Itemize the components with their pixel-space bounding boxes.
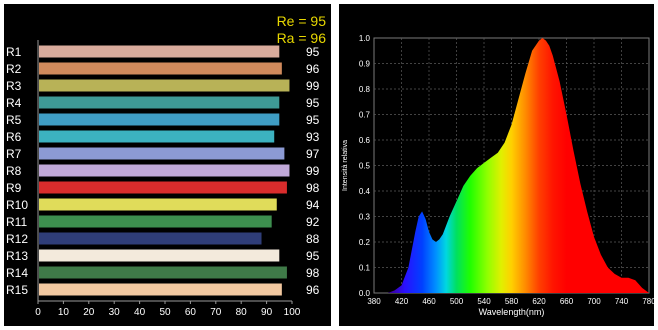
bar [39, 249, 280, 262]
x-tick-label: 460 [422, 297, 436, 306]
value-label: 96 [306, 62, 320, 76]
bar [39, 215, 272, 228]
bar [39, 62, 282, 75]
x-tick-label: 90 [261, 307, 273, 318]
category-label: R9 [6, 181, 22, 195]
annotation-label: Ra = 96 [277, 30, 327, 46]
y-tick-label: 1.0 [359, 34, 371, 43]
spectrum-area [374, 38, 649, 293]
category-label: R6 [6, 130, 22, 144]
category-label: R3 [6, 79, 22, 93]
y-tick-label: 0.8 [359, 85, 371, 94]
y-tick-label: 0.7 [359, 111, 371, 120]
x-tick-label: 420 [395, 297, 409, 306]
value-label: 98 [306, 181, 320, 195]
x-tick-label: 740 [615, 297, 629, 306]
x-tick-label: 0 [35, 307, 41, 318]
x-tick-label: 620 [532, 297, 546, 306]
x-tick-label: 780 [642, 297, 654, 306]
category-label: R11 [6, 215, 27, 229]
x-tick-label: 540 [477, 297, 491, 306]
value-label: 92 [306, 215, 320, 229]
value-label: 94 [306, 198, 320, 212]
value-label: 95 [306, 45, 320, 59]
bar [39, 283, 282, 296]
x-tick-label: 700 [587, 297, 601, 306]
x-tick-label: 500 [450, 297, 464, 306]
category-label: R7 [6, 147, 22, 161]
category-label: R15 [6, 283, 28, 297]
x-tick-label: 60 [185, 307, 197, 318]
category-label: R4 [6, 96, 22, 110]
x-tick-label: 30 [109, 307, 121, 318]
bar [39, 198, 277, 211]
x-tick-label: 20 [83, 307, 95, 318]
cri-chart-panel: Re = 95 Ra = 96 R1 95 R2 96 R3 99 R4 95 R5 95 R6 93 R7… [4, 4, 331, 326]
x-tick-label: 100 [284, 307, 301, 318]
spectrum-chart-panel: 0.0 0.1 0.2 0.3 0.4 0.5 0.6 0.7 0.8 0.9 1.0 380 420 4… [339, 4, 654, 326]
bar [39, 79, 290, 92]
y-tick-label: 0.3 [359, 213, 371, 222]
category-label: R13 [6, 249, 28, 263]
category-label: R14 [6, 266, 28, 280]
y-tick-label: 0.9 [359, 60, 371, 69]
value-label: 88 [306, 232, 320, 246]
category-label: R12 [6, 232, 28, 246]
x-tick-label: 50 [159, 307, 171, 318]
bar [39, 266, 287, 279]
value-label: 99 [306, 79, 320, 93]
spectrum-area-chart: 0.0 0.1 0.2 0.3 0.4 0.5 0.6 0.7 0.8 0.9 1.0 380 420 4… [342, 34, 654, 317]
y-tick-label: 0.6 [359, 136, 371, 145]
category-label: R10 [6, 198, 28, 212]
value-label: 97 [306, 147, 320, 161]
value-label: 98 [306, 266, 320, 280]
value-label: 95 [306, 249, 320, 263]
y-axis-label: Intensità relativa [342, 140, 349, 191]
bar [39, 113, 280, 126]
x-tick-label: 40 [134, 307, 146, 318]
x-tick-label: 10 [58, 307, 70, 318]
value-label: 95 [306, 113, 320, 127]
bar [39, 96, 280, 109]
value-label: 93 [306, 130, 320, 144]
annotation-label: Re = 95 [277, 13, 327, 29]
y-tick-label: 0.5 [359, 162, 371, 171]
y-tick-label: 0.2 [359, 238, 371, 247]
category-label: R2 [6, 62, 22, 76]
category-label: R8 [6, 164, 22, 178]
bar [39, 45, 280, 58]
category-label: R5 [6, 113, 22, 127]
x-tick-label: 70 [210, 307, 222, 318]
bar [39, 147, 285, 160]
bar [39, 164, 290, 177]
bar [39, 181, 287, 194]
value-label: 99 [306, 164, 320, 178]
value-label: 95 [306, 96, 320, 110]
value-label: 96 [306, 283, 320, 297]
y-tick-label: 0.0 [359, 289, 371, 298]
bar [39, 130, 275, 143]
x-tick-label: 380 [367, 297, 381, 306]
y-tick-label: 0.1 [359, 264, 371, 273]
category-label: R1 [6, 45, 22, 59]
x-axis-label: Wavelength(nm) [479, 307, 545, 317]
x-tick-label: 580 [505, 297, 519, 306]
x-tick-label: 660 [560, 297, 574, 306]
x-tick-label: 80 [236, 307, 248, 318]
y-tick-label: 0.4 [359, 187, 371, 196]
bar [39, 232, 262, 245]
